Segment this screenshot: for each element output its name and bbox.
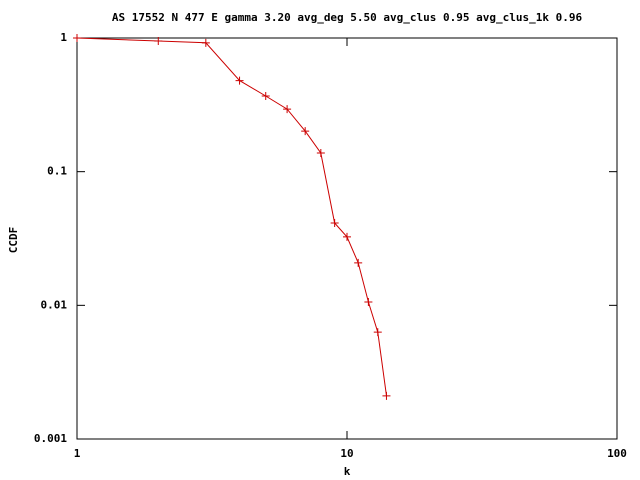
point-marker: [301, 127, 310, 136]
point-marker: [201, 38, 210, 47]
y-tick-label: 0.01: [41, 298, 68, 311]
point-marker: [316, 148, 325, 157]
chart-title: AS 17552 N 477 E gamma 3.20 avg_deg 5.50…: [112, 11, 583, 24]
y-tick-label: 0.1: [47, 165, 67, 178]
x-tick-label: 1: [74, 447, 81, 460]
point-marker: [382, 391, 391, 400]
point-marker: [354, 258, 363, 267]
x-tick-label: 10: [340, 447, 353, 460]
x-tick-label: 100: [607, 447, 627, 460]
point-marker: [330, 219, 339, 228]
point-marker: [73, 34, 81, 42]
point-marker: [235, 76, 244, 85]
y-tick-label: 1: [60, 31, 67, 44]
point-marker: [154, 36, 163, 45]
point-marker: [364, 297, 373, 306]
x-axis-label: k: [344, 465, 351, 478]
y-axis-label: CCDF: [7, 227, 20, 254]
point-marker: [373, 328, 382, 337]
point-marker: [261, 92, 270, 101]
point-marker: [343, 232, 351, 241]
y-tick-label: 0.001: [34, 432, 67, 445]
point-marker: [283, 105, 292, 114]
data-line: [76, 37, 387, 396]
